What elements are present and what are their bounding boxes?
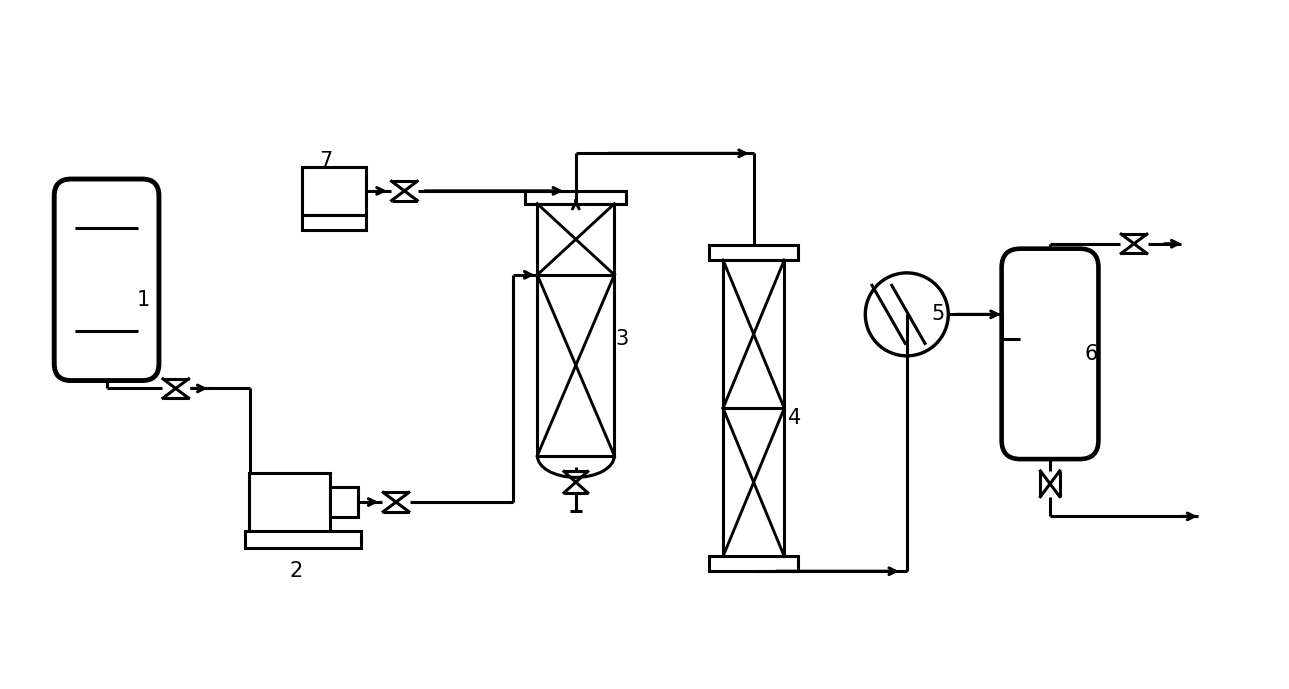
- Bar: [302, 214, 366, 230]
- Text: 1: 1: [137, 289, 150, 309]
- Text: 2: 2: [289, 562, 303, 582]
- Bar: [709, 557, 798, 571]
- Bar: [245, 531, 361, 548]
- FancyBboxPatch shape: [1002, 249, 1098, 459]
- Bar: [249, 473, 330, 531]
- Text: 3: 3: [615, 329, 629, 349]
- Text: 4: 4: [789, 408, 802, 428]
- Text: 7: 7: [318, 152, 333, 172]
- Bar: [302, 167, 366, 214]
- FancyBboxPatch shape: [54, 179, 159, 380]
- Text: 5: 5: [932, 305, 945, 325]
- Bar: [330, 487, 357, 517]
- Bar: [709, 245, 798, 260]
- Bar: [538, 204, 615, 455]
- Bar: [526, 191, 626, 204]
- Text: 6: 6: [1084, 344, 1098, 364]
- Bar: [723, 260, 784, 557]
